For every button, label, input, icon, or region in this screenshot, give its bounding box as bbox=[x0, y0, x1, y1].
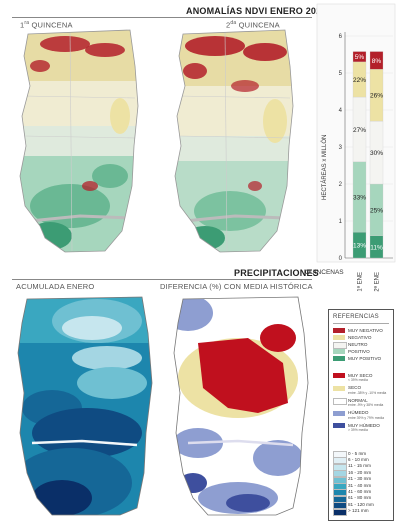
precip-difference-map bbox=[173, 296, 309, 516]
legend-item-label: 0 - 5 mm bbox=[348, 450, 367, 456]
ndvi-map2-label: 2da QUINCENA bbox=[226, 20, 280, 30]
legend-item-label: 11 - 15 mm bbox=[348, 463, 371, 469]
legend-item-note: entre 39% y 79% media bbox=[348, 415, 384, 420]
chart-y-tick-label: 4 bbox=[339, 108, 343, 114]
chart-y-tick-label: 1 bbox=[339, 219, 343, 225]
ndvi-title-rule bbox=[12, 17, 312, 18]
legend-item-label: POSITIVO bbox=[348, 348, 370, 354]
legend-item-label: SECO bbox=[348, 385, 362, 390]
chart-x-tick-label: 2ª ENE bbox=[374, 272, 381, 292]
legend-item-label: MUY SECO bbox=[348, 372, 373, 378]
chart-data-label: 33% bbox=[353, 194, 366, 201]
chart-data-label: 8% bbox=[372, 58, 382, 65]
legend-item-label: MUY HÚMEDO bbox=[348, 422, 380, 428]
legend-item-label: 61 - 80 mm bbox=[348, 495, 372, 501]
legend-item-note: entre -38% y -10% media bbox=[348, 390, 387, 395]
legend-item-note: > 39% media bbox=[348, 428, 368, 433]
chart-data-label: 30% bbox=[370, 150, 383, 157]
precip-map2-label: DIFERENCIA (%) CON MEDIA HISTÓRICA bbox=[160, 282, 313, 291]
chart-y-tick-label: 6 bbox=[339, 34, 343, 40]
legend-swatch bbox=[333, 335, 345, 340]
legend-item-label: 21 - 30 mm bbox=[348, 476, 372, 482]
chart-data-label: 13% bbox=[353, 243, 366, 250]
legend-swatch bbox=[333, 373, 345, 378]
ndvi-map-first-quincena bbox=[19, 29, 139, 253]
legend-swatch bbox=[333, 398, 347, 405]
ndvi-area-stacked-bar-chart: 0 1 2 3 4 5 6 13% 33% 27% 22% 5% 1ª ENE 11% 25% 30% 26%… bbox=[305, 3, 396, 292]
legend-item-label: > 121 mm bbox=[348, 508, 369, 514]
legend-item-label: NEUTRO bbox=[348, 341, 368, 347]
legend-swatch bbox=[333, 342, 347, 349]
precip-section-title: PRECIPITACIONES bbox=[234, 268, 319, 278]
precip-map1-label: ACUMULADA ENERO bbox=[16, 282, 95, 291]
legend-swatch bbox=[333, 410, 345, 416]
legend-item-label: MUY POSITIVO bbox=[348, 355, 382, 361]
legend-item-note: < 39% media bbox=[348, 378, 368, 383]
chart-y-tick-label: 5 bbox=[339, 71, 343, 77]
chart-data-label: 5% bbox=[355, 54, 365, 61]
legend-item-label: HÚMEDO bbox=[348, 410, 369, 415]
chart-data-label: 26% bbox=[370, 93, 383, 100]
legend-panel: REFERENCIAS MUY NEGATIVO NEGATIVO NEUTRO PO… bbox=[328, 309, 394, 521]
ndvi-map-second-quincena bbox=[174, 29, 294, 253]
ndvi-map1-label: 1ra QUINCENA bbox=[20, 20, 73, 30]
chart-data-label: 22% bbox=[353, 77, 366, 84]
precip-title-rule bbox=[12, 279, 312, 280]
legend-swatch bbox=[333, 356, 345, 361]
legend-item-label: 41 - 60 mm bbox=[348, 488, 372, 494]
legend-item-label: MUY NEGATIVO bbox=[348, 327, 383, 333]
legend-item-label: 16 - 20 mm bbox=[348, 469, 372, 475]
legend-swatch bbox=[333, 349, 345, 354]
legend-swatch bbox=[333, 385, 345, 391]
legend-swatch bbox=[333, 423, 345, 428]
chart-y-axis-label: HECTÁREAS x MILLÓN bbox=[321, 135, 328, 200]
chart-data-label: 11% bbox=[370, 244, 383, 251]
legend-item-note: entre -9% y 38% media bbox=[348, 403, 384, 408]
chart-data-label: 25% bbox=[370, 207, 383, 214]
chart-y-tick-label: 2 bbox=[339, 182, 343, 188]
legend-item-label: NORMAL bbox=[348, 397, 368, 403]
chart-data-label: 27% bbox=[353, 127, 366, 134]
legend-item-label: 31 - 40 mm bbox=[348, 482, 372, 488]
legend-swatch bbox=[333, 508, 347, 516]
legend-title: REFERENCIAS bbox=[333, 314, 379, 320]
ndvi-section-title: ANOMALÍAS NDVI ENERO 2022 bbox=[186, 6, 327, 16]
legend-item-label: NEGATIVO bbox=[348, 334, 372, 340]
chart-bar-segment bbox=[369, 51, 384, 70]
legend-item-label: 6 - 10 mm bbox=[348, 456, 369, 462]
chart-bar-segment bbox=[352, 51, 367, 63]
chart-x-axis-label: QUINCENAS bbox=[305, 269, 344, 276]
legend-item-label: 81 - 120 mm bbox=[348, 501, 374, 507]
precip-accumulated-map bbox=[17, 296, 153, 516]
legend-swatch bbox=[333, 328, 345, 333]
chart-x-tick-label: 1ª ENE bbox=[357, 272, 364, 292]
chart-y-tick-label: 0 bbox=[339, 256, 343, 262]
chart-y-tick-label: 3 bbox=[339, 145, 343, 151]
legend-title-rule bbox=[333, 323, 389, 324]
